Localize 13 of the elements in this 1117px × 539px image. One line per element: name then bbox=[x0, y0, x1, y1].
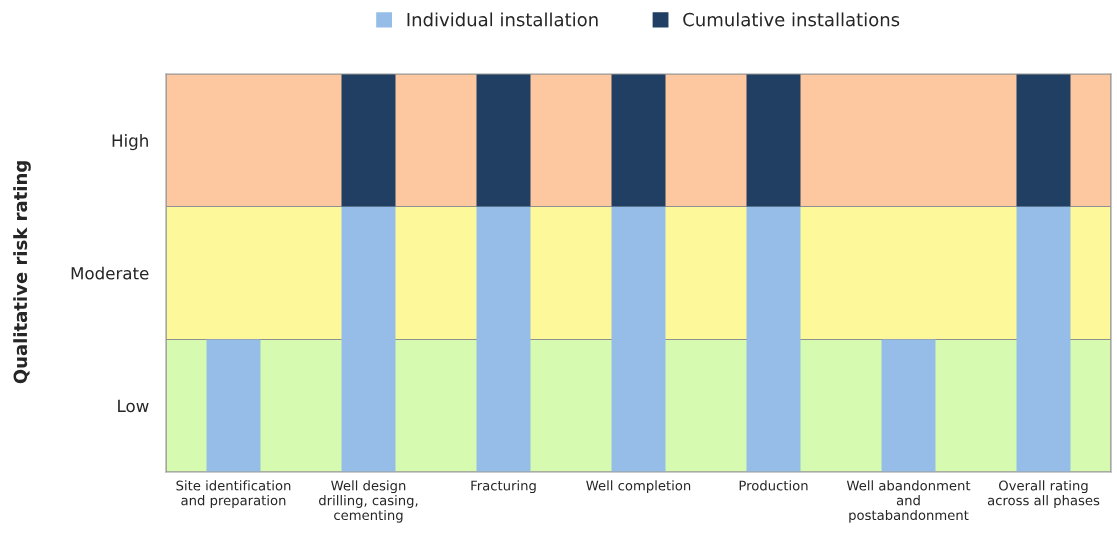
text: Low bbox=[118, 399, 149, 413]
legend-label: Cumulative installations bbox=[683, 12, 900, 27]
x-tick-label: Well completion bbox=[586, 480, 691, 494]
x-tick-label: Overall rating across all phases bbox=[987, 480, 1100, 508]
x-tick-label: Fracturing bbox=[471, 480, 536, 494]
text: Qualitative risk rating bbox=[13, 161, 31, 384]
legend-label: Individual installation bbox=[407, 12, 598, 27]
text: High bbox=[112, 134, 148, 151]
x-tick-label: Well design drilling, casing, cementing bbox=[319, 480, 418, 523]
x-tick-label: Well abandonment and postabandonment bbox=[846, 480, 971, 523]
x-tick-label: Production bbox=[739, 480, 808, 491]
text: Moderate bbox=[71, 266, 149, 280]
x-tick-label: Site identification and preparation bbox=[176, 480, 291, 508]
